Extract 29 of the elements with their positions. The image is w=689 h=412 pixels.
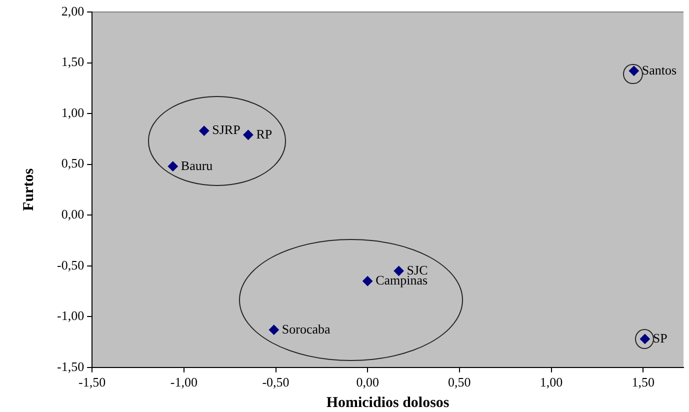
y-axis-title: Furtos	[20, 168, 37, 211]
y-tick-label: 2,00	[61, 3, 84, 18]
x-tick-label: 1,00	[540, 374, 563, 390]
y-tick-label: -0,50	[56, 257, 84, 272]
point	[168, 161, 178, 172]
y-tick-label: -1,00	[56, 308, 84, 324]
y-tick-label: 1,00	[61, 104, 84, 120]
point	[243, 130, 254, 140]
point	[268, 324, 279, 335]
x-tick-label: 0,50	[448, 374, 471, 390]
x-tick-label: 1,50	[632, 374, 654, 390]
annotation: RP	[256, 126, 272, 142]
annotation: Santos	[642, 62, 677, 78]
x-tick-label: -1,00	[170, 374, 198, 390]
point	[362, 276, 373, 286]
x-axis-title: Homicidios dolosos	[326, 394, 450, 411]
y-tick-label: -1,50	[56, 358, 84, 374]
annotation: Bauru	[180, 158, 214, 173]
annotation: SJC	[406, 262, 428, 278]
y-tick-label: 1,50	[61, 54, 84, 70]
x-tick-label: -1,50	[78, 374, 106, 390]
x-tick-label: -0,50	[262, 374, 290, 390]
y-tick-label: 0,00	[61, 206, 84, 222]
annotation: SJRP	[212, 122, 240, 138]
x-tick-label: 0,00	[356, 374, 379, 390]
annotation: Sorocaba	[282, 321, 331, 336]
point	[199, 126, 210, 136]
annotation: SP	[652, 330, 668, 346]
y-tick-label: 0,50	[61, 156, 84, 171]
